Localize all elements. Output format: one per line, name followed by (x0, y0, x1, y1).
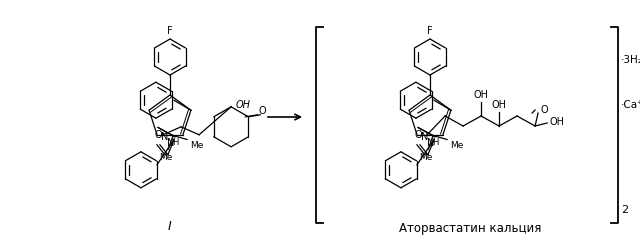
Text: I: I (168, 220, 172, 233)
Text: H: H (173, 138, 179, 147)
Text: Me: Me (419, 152, 433, 161)
Text: O: O (154, 130, 162, 140)
Text: O: O (414, 130, 422, 140)
Text: ·3H₂O: ·3H₂O (621, 55, 640, 65)
Text: F: F (167, 26, 173, 36)
Text: N: N (161, 132, 168, 142)
Text: 2: 2 (621, 205, 628, 215)
Text: ·Ca⁺²: ·Ca⁺² (621, 100, 640, 110)
Text: O: O (540, 105, 548, 115)
Text: N: N (426, 138, 434, 148)
Text: Me: Me (159, 152, 173, 161)
Text: H: H (433, 138, 439, 147)
Text: N: N (421, 132, 428, 142)
Text: Me: Me (450, 142, 463, 150)
Text: OH: OH (549, 117, 564, 127)
Text: F: F (427, 26, 433, 36)
Text: OH: OH (474, 90, 488, 100)
Text: N: N (166, 138, 174, 148)
Text: Me: Me (190, 142, 204, 150)
Text: Аторвастатин кальция: Аторвастатин кальция (399, 222, 541, 235)
Text: OH: OH (492, 100, 507, 110)
Text: OH: OH (236, 100, 251, 110)
Text: O: O (259, 106, 266, 116)
